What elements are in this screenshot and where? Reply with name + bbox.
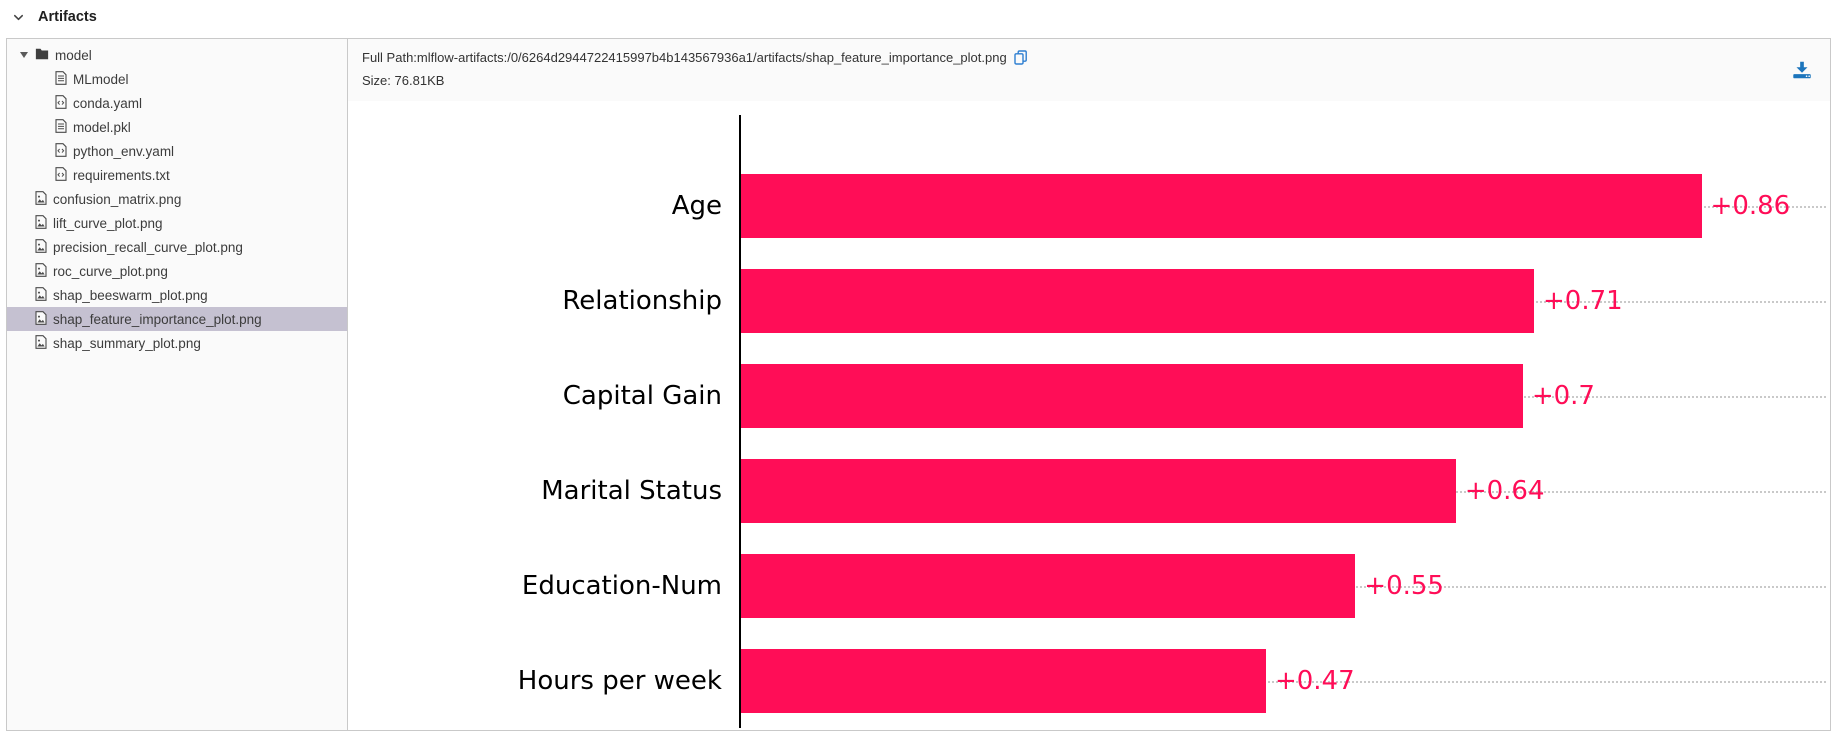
tree-item-label: python_env.yaml [73, 143, 175, 159]
bar-value-label: +0.64 [1464, 475, 1545, 506]
bar-cell: +0.55 [741, 538, 1830, 633]
chart-row: Marital Status +0.64 [348, 443, 1830, 538]
bar-cell: +0.7 [741, 348, 1830, 443]
tree-item[interactable]: precision_recall_curve_plot.png [7, 235, 347, 259]
bar-value-label: +0.55 [1364, 570, 1444, 601]
expand-triangle-icon[interactable] [20, 52, 28, 58]
artifacts-panel: model [6, 38, 1831, 731]
tree-item-label: confusion_matrix.png [53, 191, 182, 207]
artifacts-section-header: Artifacts [0, 0, 1835, 34]
bar-cell: +0.86 [741, 158, 1830, 253]
chart-row: Hours per week +0.47 [348, 633, 1830, 728]
chart-y-axis-line [739, 115, 741, 728]
tree-item[interactable]: shap_feature_importance_plot.png [7, 307, 347, 331]
tree-item-label: conda.yaml [73, 95, 143, 111]
tree-item-label: model [55, 47, 92, 63]
full-path-label: Full Path: [362, 50, 417, 65]
bar-value-label: +0.71 [1543, 285, 1623, 316]
artifact-preview-pane: Full Path:mlflow-artifacts:/0/6264d29447… [348, 39, 1830, 730]
file-code-icon [55, 94, 67, 112]
download-icon[interactable] [1791, 59, 1813, 81]
category-label: Hours per week [517, 665, 722, 696]
tree-item-label: model.pkl [73, 119, 131, 135]
category-label: Age [671, 190, 722, 221]
tree-item-label: shap_beeswarm_plot.png [53, 287, 208, 303]
tree-item[interactable]: MLmodel [7, 67, 347, 91]
tree-item[interactable]: lift_curve_plot.png [7, 211, 347, 235]
bar-value-label: +0.7 [1531, 380, 1595, 411]
folder-icon [35, 47, 49, 63]
section-title: Artifacts [38, 9, 97, 25]
artifact-file-tree: model [7, 39, 348, 730]
tree-item[interactable]: shap_summary_plot.png [7, 331, 347, 355]
category-label: Education-Num [521, 570, 722, 601]
bar-value-label: +0.86 [1710, 190, 1791, 221]
tree-item[interactable]: shap_beeswarm_plot.png [7, 283, 347, 307]
file-image-icon [35, 190, 47, 208]
bar [741, 553, 1356, 618]
tree-item-label: roc_curve_plot.png [53, 263, 168, 279]
tree-item[interactable]: model.pkl [7, 115, 347, 139]
tree-item[interactable]: python_env.yaml [7, 139, 347, 163]
tree-item-label: shap_feature_importance_plot.png [53, 311, 262, 327]
file-document-icon [55, 118, 67, 136]
chart-row: Relationship +0.71 [348, 253, 1830, 348]
chart-row: Capital Gain +0.7 [348, 348, 1830, 443]
tree-item[interactable]: model [7, 43, 347, 67]
bar [741, 458, 1456, 523]
tree-item-label: precision_recall_curve_plot.png [53, 239, 243, 255]
chevron-down-icon[interactable] [11, 10, 25, 24]
category-label: Marital Status [541, 475, 722, 506]
file-code-icon [55, 142, 67, 160]
bar-cell: +0.47 [741, 633, 1830, 728]
size-line: Size: 76.81KB [362, 71, 1830, 91]
tree-item-label: MLmodel [73, 71, 129, 87]
tree-item-label: lift_curve_plot.png [53, 215, 163, 231]
full-path-line: Full Path:mlflow-artifacts:/0/6264d29447… [362, 48, 1830, 71]
tree-item-label: requirements.txt [73, 167, 170, 183]
full-path-value: mlflow-artifacts:/0/6264d2944722415997b4… [416, 50, 1007, 65]
file-code-icon [55, 166, 67, 184]
bar-cell: +0.64 [741, 443, 1830, 538]
size-value: 76.81KB [394, 73, 445, 88]
tree-item[interactable]: roc_curve_plot.png [7, 259, 347, 283]
size-label: Size: [362, 73, 391, 88]
file-image-icon [35, 238, 47, 256]
file-image-icon [35, 334, 47, 352]
chart-row: Age +0.86 [348, 158, 1830, 253]
dotted-gridline [741, 680, 1826, 683]
tree-item[interactable]: conda.yaml [7, 91, 347, 115]
file-image-icon [35, 262, 47, 280]
tree-item[interactable]: confusion_matrix.png [7, 187, 347, 211]
bar-chart: Age +0.86 Relationship +0.71 [348, 158, 1830, 728]
file-image-icon [35, 214, 47, 232]
bar-cell: +0.71 [741, 253, 1830, 348]
category-label: Relationship [562, 285, 722, 316]
file-image-icon [35, 286, 47, 304]
tree-item[interactable]: requirements.txt [7, 163, 347, 187]
bar [741, 173, 1702, 238]
category-label: Capital Gain [562, 380, 722, 411]
tree-item-label: shap_summary_plot.png [53, 335, 201, 351]
bar [741, 648, 1266, 713]
bar [741, 268, 1534, 333]
file-document-icon [55, 70, 67, 88]
bar [741, 363, 1523, 428]
chart-row: Education-Num +0.55 [348, 538, 1830, 633]
file-image-icon [35, 310, 47, 328]
artifact-image-preview: Age +0.86 Relationship +0.71 [348, 101, 1830, 730]
file-info-bar: Full Path:mlflow-artifacts:/0/6264d29447… [348, 39, 1830, 101]
bar-value-label: +0.47 [1274, 665, 1355, 696]
copy-icon[interactable] [1013, 50, 1027, 71]
